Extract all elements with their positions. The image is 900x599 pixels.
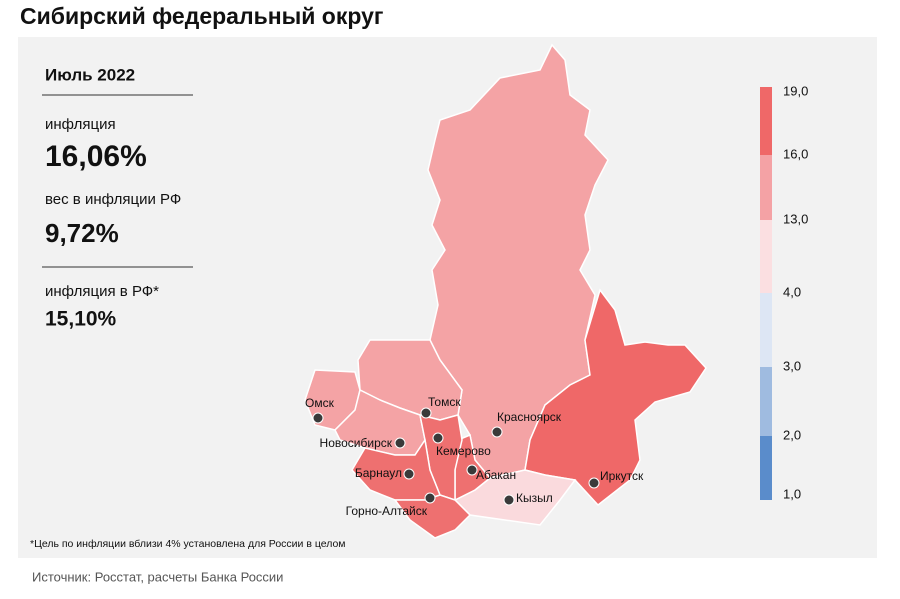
city-label: Красноярск	[497, 410, 562, 424]
weight-label: вес в инфляции РФ	[45, 191, 181, 208]
city-dot	[466, 464, 478, 476]
city-label: Горно-Алтайск	[346, 504, 428, 518]
source: Источник: Росстат, расчеты Банка России	[32, 569, 283, 584]
city-label: Томск	[428, 395, 461, 409]
city-dot	[312, 412, 324, 424]
city-dot	[503, 494, 515, 506]
city-dot	[420, 407, 432, 419]
legend-tick-label: 1,0	[783, 486, 801, 501]
legend-tick-label: 4,0	[783, 284, 801, 299]
russia-label: инфляция в РФ*	[45, 283, 159, 300]
city-layer: Омск Томск Новосибирск Красноярск Кемерово Ба…	[305, 395, 644, 518]
period: Июль 2022	[45, 65, 135, 84]
city-label: Кызыл	[516, 491, 553, 505]
legend-tick-label: 16,0	[783, 146, 808, 161]
legend-tick-label: 19,0	[783, 83, 808, 98]
legend-tick-label: 13,0	[783, 211, 808, 226]
city-label: Кемерово	[436, 444, 491, 458]
russia-value: 15,10%	[45, 308, 117, 331]
city-dot	[394, 437, 406, 449]
footnote: *Цель по инфляции вблизи 4% установлена …	[30, 538, 346, 550]
city-label: Барнаул	[355, 466, 402, 480]
title: Сибирский федеральный округ	[20, 3, 383, 29]
legend-swatch	[760, 293, 772, 367]
legend-swatch	[760, 87, 772, 155]
legend-swatch	[760, 436, 772, 500]
legend-tick-label: 2,0	[783, 427, 801, 442]
city-dot	[588, 477, 600, 489]
city-dot	[424, 492, 436, 504]
region-irkutsk	[524, 288, 707, 507]
legend-swatch	[760, 367, 772, 436]
legend: 19,0 16,0 13,0 4,0 3,0 2,0 1,0	[760, 83, 808, 501]
weight-value: 9,72%	[45, 218, 119, 248]
legend-swatch	[760, 220, 772, 293]
city-label: Омск	[305, 396, 335, 410]
map	[304, 43, 707, 539]
legend-tick-label: 3,0	[783, 358, 801, 373]
legend-swatch	[760, 155, 772, 220]
city-label: Иркутск	[600, 469, 644, 483]
city-label: Новосибирск	[320, 436, 393, 450]
inflation-label: инфляция	[45, 116, 116, 133]
city-label: Абакан	[476, 468, 516, 482]
inflation-value: 16,06%	[45, 140, 147, 173]
city-dot	[403, 468, 415, 480]
city-dot	[432, 432, 444, 444]
city-dot	[491, 426, 503, 438]
